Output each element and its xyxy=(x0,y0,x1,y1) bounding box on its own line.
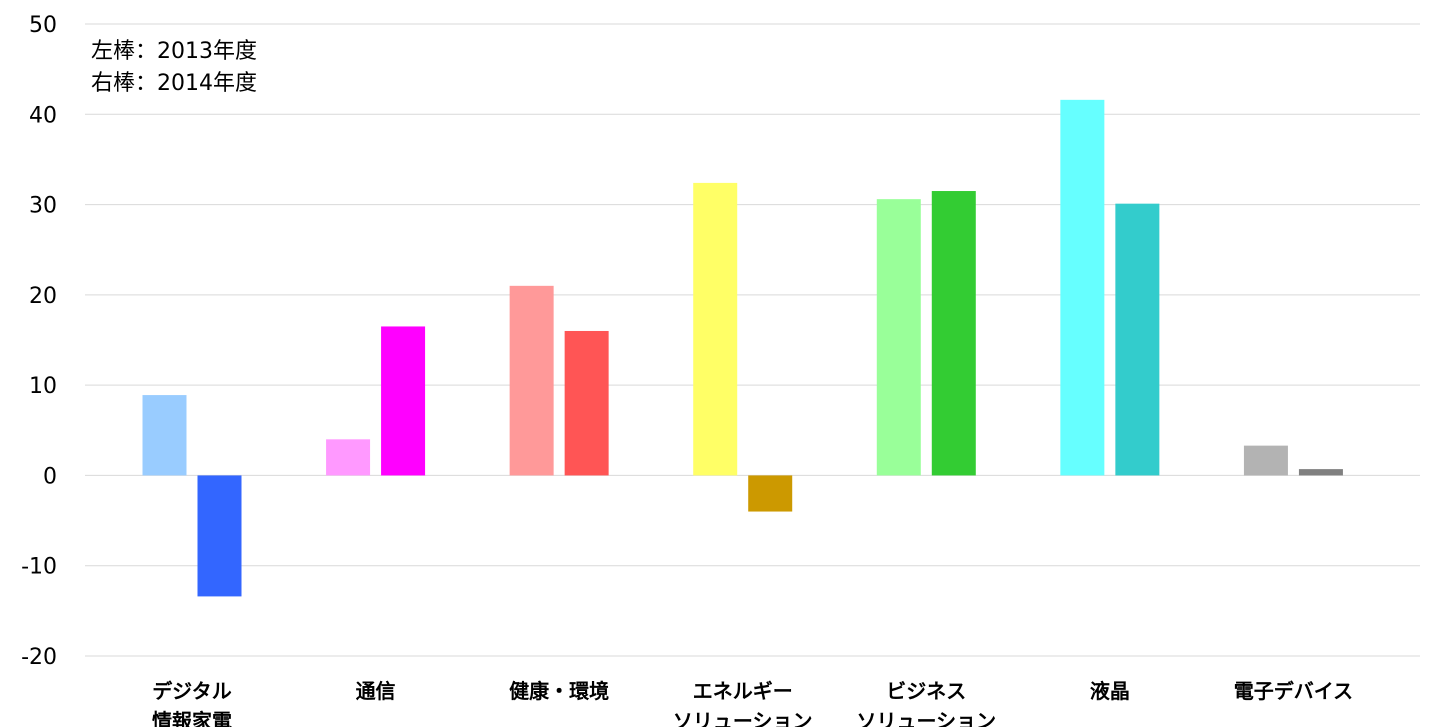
bar xyxy=(381,326,426,476)
bar xyxy=(748,475,793,512)
x-tick-label: ソリューション xyxy=(856,709,996,727)
bar xyxy=(693,182,738,476)
x-tick-label: 通信 xyxy=(356,679,396,703)
bar xyxy=(326,439,371,476)
x-tick-label: 健康・環境 xyxy=(509,679,609,703)
bar xyxy=(1060,99,1105,476)
y-tick-label: 10 xyxy=(29,374,57,399)
y-tick-label: 20 xyxy=(29,284,57,309)
bar xyxy=(197,475,242,597)
legend-right-bar: 右棒：2014年度 xyxy=(91,71,257,96)
y-tick-label: 50 xyxy=(29,13,57,38)
y-tick-label: -20 xyxy=(21,645,57,670)
legend-left-bar: 左棒：2013年度 xyxy=(91,39,257,64)
x-tick-label: 情報家電 xyxy=(152,709,232,727)
x-tick-label: 電子デバイス xyxy=(1234,679,1353,703)
bar xyxy=(509,285,554,476)
y-tick-label: 40 xyxy=(29,103,57,128)
x-tick-label: デジタル xyxy=(152,679,232,703)
bar xyxy=(1115,203,1160,476)
x-tick-label: 液晶 xyxy=(1090,679,1130,703)
bar xyxy=(1243,445,1288,476)
y-tick-label: -10 xyxy=(21,555,57,580)
bar xyxy=(1298,469,1343,476)
bar xyxy=(931,191,976,476)
x-tick-label: ソリューション xyxy=(673,709,813,727)
bar xyxy=(142,395,187,476)
x-tick-label: エネルギー xyxy=(693,679,793,703)
bar xyxy=(564,330,609,476)
bar xyxy=(876,199,921,476)
x-tick-label: ビジネス xyxy=(886,679,966,703)
legend-annotation: 左棒：2013年度 右棒：2014年度 xyxy=(91,36,257,100)
y-tick-label: 0 xyxy=(43,464,57,489)
y-tick-label: 30 xyxy=(29,194,57,219)
